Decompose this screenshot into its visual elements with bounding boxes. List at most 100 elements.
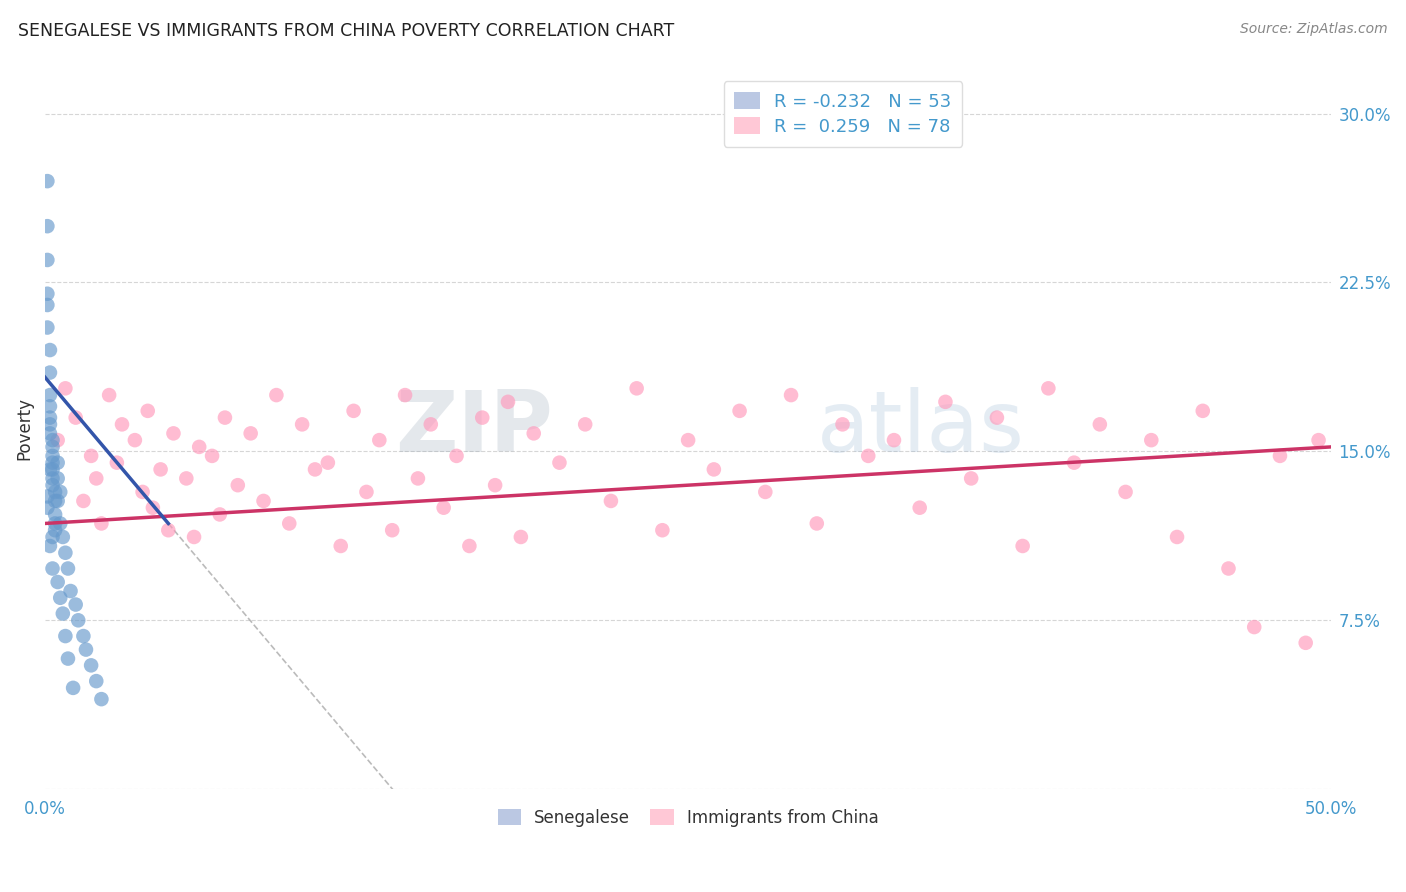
Point [239,426,262,441]
Point [49,484,72,499]
Point [39,462,62,476]
Point [381,523,404,537]
Point [98,388,121,402]
Point [316,456,339,470]
Point [131,484,153,499]
Legend: Senegalese, Immigrants from China: Senegalese, Immigrants from China [489,800,887,835]
Point [162,426,184,441]
Point [142,500,165,515]
Point [291,417,314,432]
Point [188,440,211,454]
Point [183,530,205,544]
Point [41,561,63,575]
Point [934,394,956,409]
Point [136,404,159,418]
Point [446,449,468,463]
Point [37,174,59,188]
Point [1268,449,1291,463]
Point [484,478,506,492]
Point [41,471,63,485]
Point [37,320,59,334]
Point [548,456,571,470]
Point [41,530,63,544]
Point [55,629,77,643]
Point [419,417,441,432]
Text: SENEGALESE VS IMMIGRANTS FROM CHINA POVERTY CORRELATION CHART: SENEGALESE VS IMMIGRANTS FROM CHINA POVE… [18,22,675,40]
Point [1191,404,1213,418]
Point [65,598,87,612]
Point [84,674,107,689]
Text: ZIP: ZIP [395,387,553,470]
Point [72,629,94,643]
Point [676,433,699,447]
Point [90,516,112,531]
Point [433,500,456,515]
Point [1308,433,1330,447]
Point [49,516,72,531]
Point [356,484,378,499]
Point [1115,484,1137,499]
Point [56,561,79,575]
Point [46,494,69,508]
Point [252,494,274,508]
Point [111,417,134,432]
Point [1166,530,1188,544]
Point [41,449,63,463]
Point [41,440,63,454]
Point [1038,381,1060,395]
Point [214,410,236,425]
Point [90,692,112,706]
Point [75,642,97,657]
Point [278,516,301,531]
Point [1011,539,1033,553]
Point [44,508,66,522]
Point [226,478,249,492]
Point [41,433,63,447]
Point [1140,433,1163,447]
Point [39,426,62,441]
Point [703,462,725,476]
Point [1063,456,1085,470]
Point [41,456,63,470]
Point [266,388,288,402]
Point [46,433,69,447]
Point [124,433,146,447]
Point [176,471,198,485]
Point [626,381,648,395]
Point [960,471,983,485]
Point [754,484,776,499]
Point [46,456,69,470]
Point [342,404,364,418]
Point [37,252,59,267]
Point [39,539,62,553]
Point [523,426,546,441]
Y-axis label: Poverty: Poverty [15,397,32,460]
Point [496,394,519,409]
Point [39,366,62,380]
Point [208,508,231,522]
Point [56,651,79,665]
Point [1088,417,1111,432]
Point [39,400,62,414]
Point [39,343,62,357]
Point [37,219,59,234]
Point [986,410,1008,425]
Point [509,530,531,544]
Point [44,516,66,531]
Point [304,462,326,476]
Point [600,494,623,508]
Point [37,500,59,515]
Point [728,404,751,418]
Point [780,388,803,402]
Point [65,410,87,425]
Point [49,591,72,605]
Point [46,574,69,589]
Point [52,530,75,544]
Point [201,449,224,463]
Point [149,462,172,476]
Point [883,433,905,447]
Point [329,539,352,553]
Point [1243,620,1265,634]
Point [394,388,416,402]
Point [37,286,59,301]
